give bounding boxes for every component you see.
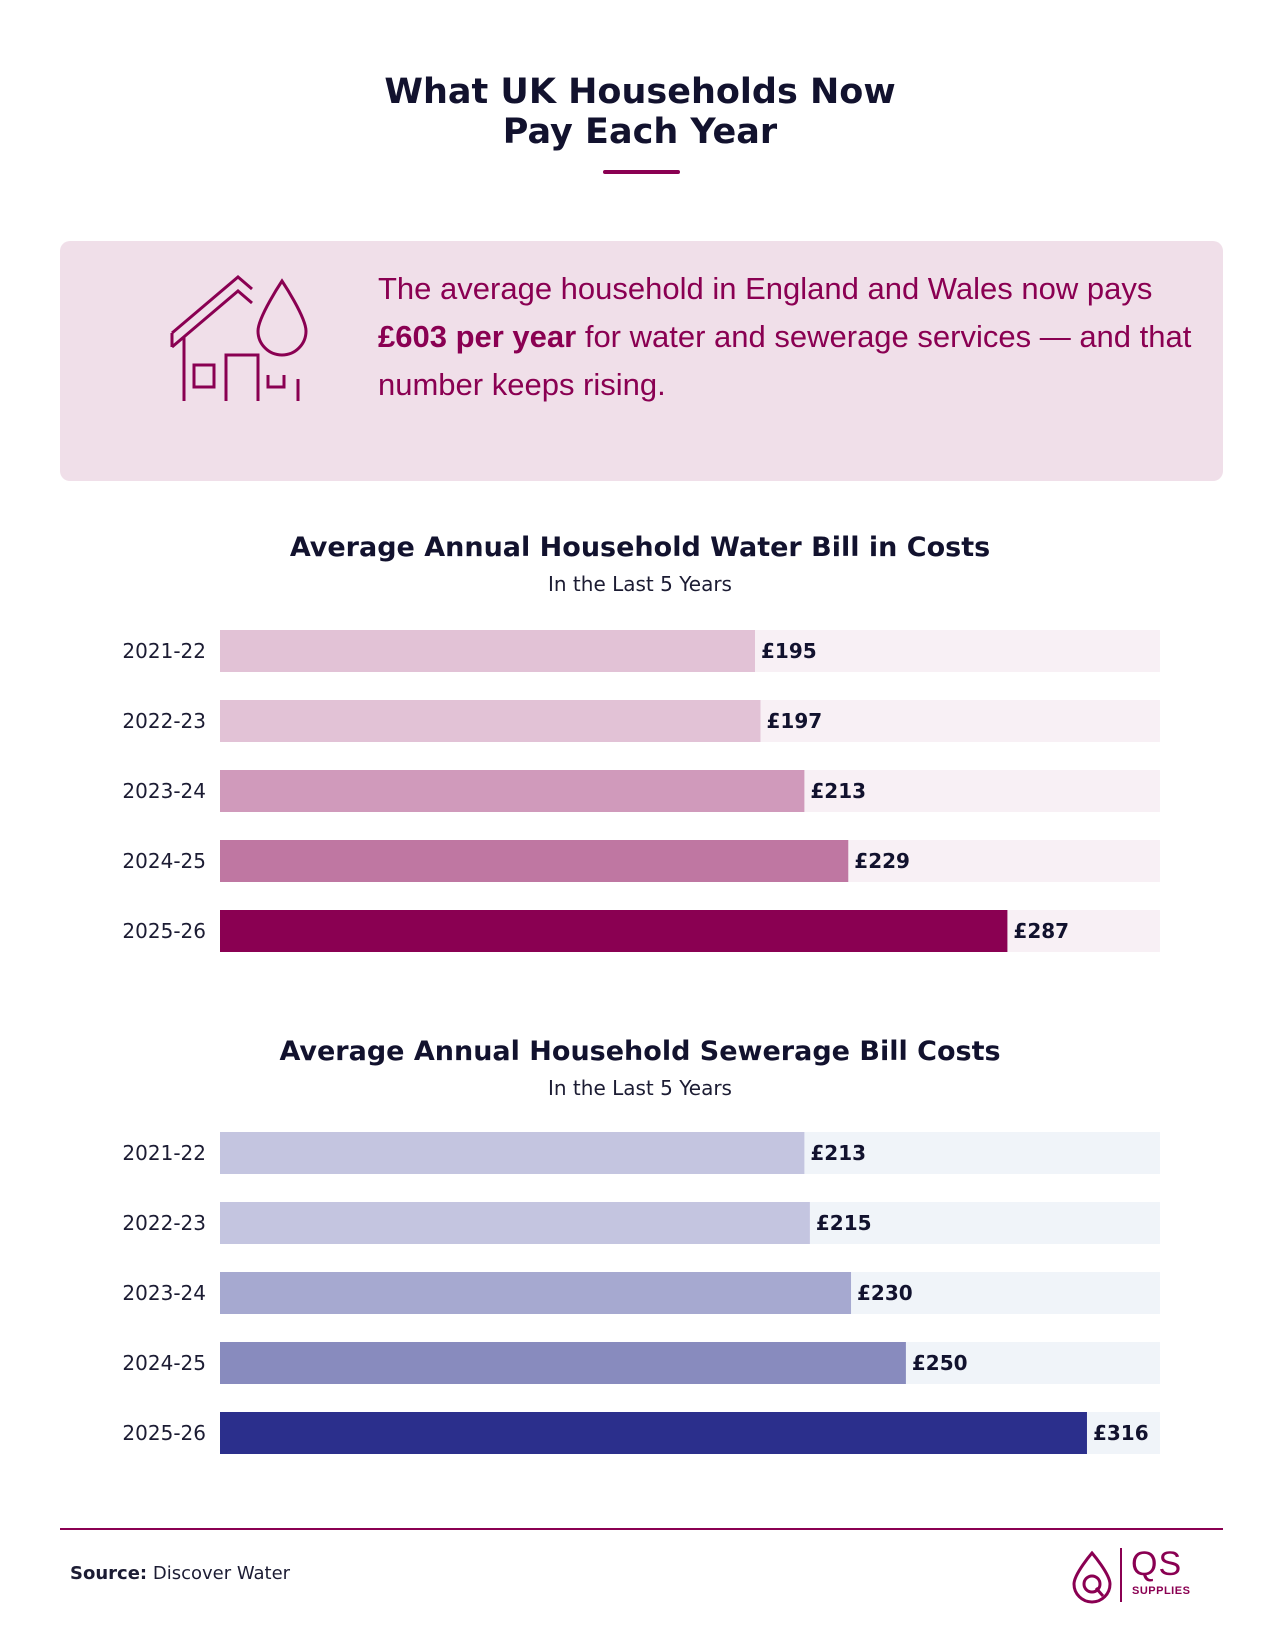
sewerage-value-label: £250	[912, 1351, 968, 1375]
title-underline	[603, 170, 680, 174]
qs-supplies-logo: QS SUPPLIES	[1070, 1546, 1200, 1606]
sewerage-bar-2022-23	[220, 1202, 810, 1244]
water-category-label: 2025-26	[122, 919, 206, 943]
water-bill-chart: 2021-22 £195 2022-23 £197 2023-24 £213 2024-25…	[122, 630, 1160, 952]
sewerage-chart-title: Average Annual Household Sewerage Bill C…	[279, 1036, 1001, 1067]
source-value: Discover Water	[152, 1563, 291, 1584]
page-title-line2: Pay Each Year	[502, 112, 778, 152]
callout-text-highlight: £603 per year	[378, 319, 577, 354]
water-chart-subtitle: In the Last 5 Years	[548, 572, 732, 596]
water-chart-title: Average Annual Household Water Bill in C…	[289, 532, 991, 563]
water-value-label: £229	[854, 849, 910, 873]
house-water-drop-icon	[170, 261, 320, 409]
sewerage-chart-subtitle: In the Last 5 Years	[548, 1076, 732, 1100]
water-value-label: £287	[1013, 919, 1069, 943]
callout-text-before: The average household in England and Wal…	[378, 271, 1153, 306]
sewerage-value-label: £316	[1093, 1421, 1149, 1445]
water-bar-2021-22	[220, 630, 755, 672]
page-title-line1: What UK Households Now	[384, 72, 896, 112]
sewerage-bar-2023-24	[220, 1272, 852, 1314]
source-label: Source:	[70, 1563, 148, 1584]
callout-box: The average household in England and Wal…	[60, 241, 1223, 481]
sewerage-bar-2021-22	[220, 1132, 805, 1174]
qs-drop-logo-icon	[1070, 1550, 1114, 1608]
sewerage-value-label: £215	[816, 1211, 872, 1235]
sewerage-category-label: 2022-23	[122, 1211, 206, 1235]
sewerage-bar-2025-26	[220, 1412, 1087, 1454]
water-category-label: 2021-22	[122, 639, 206, 663]
footer-divider	[60, 1528, 1223, 1530]
logo-text: QS	[1131, 1545, 1183, 1583]
sewerage-category-label: 2024-25	[122, 1351, 206, 1375]
sewerage-bill-chart: 2021-22 £213 2022-23 £215 2023-24 £230 2024-25…	[122, 1132, 1160, 1454]
callout-text: The average household in England and Wal…	[378, 265, 1198, 409]
water-category-label: 2024-25	[122, 849, 206, 873]
sewerage-category-label: 2021-22	[122, 1141, 206, 1165]
callout-text-after: for water and sewerage services — and th…	[378, 319, 1192, 402]
water-category-label: 2023-24	[122, 779, 206, 803]
water-bar-2022-23	[220, 700, 761, 742]
page-title: What UK Households Now Pay Each Year	[0, 72, 1280, 152]
logo-subtext: SUPPLIES	[1132, 1585, 1191, 1597]
water-value-label: £213	[810, 779, 866, 803]
sewerage-bar-2024-25	[220, 1342, 906, 1384]
water-bar-2024-25	[220, 840, 849, 882]
sewerage-value-label: £213	[810, 1141, 866, 1165]
sewerage-category-label: 2023-24	[122, 1281, 206, 1305]
sewerage-value-label: £230	[857, 1281, 913, 1305]
water-value-label: £197	[766, 709, 822, 733]
water-category-label: 2022-23	[122, 709, 206, 733]
sewerage-category-label: 2025-26	[122, 1421, 206, 1445]
water-bar-2023-24	[220, 770, 805, 812]
water-bar-2025-26	[220, 910, 1008, 952]
logo-divider	[1120, 1548, 1122, 1602]
water-value-label: £195	[761, 639, 817, 663]
source-note: Source: Discover Water	[70, 1563, 290, 1584]
